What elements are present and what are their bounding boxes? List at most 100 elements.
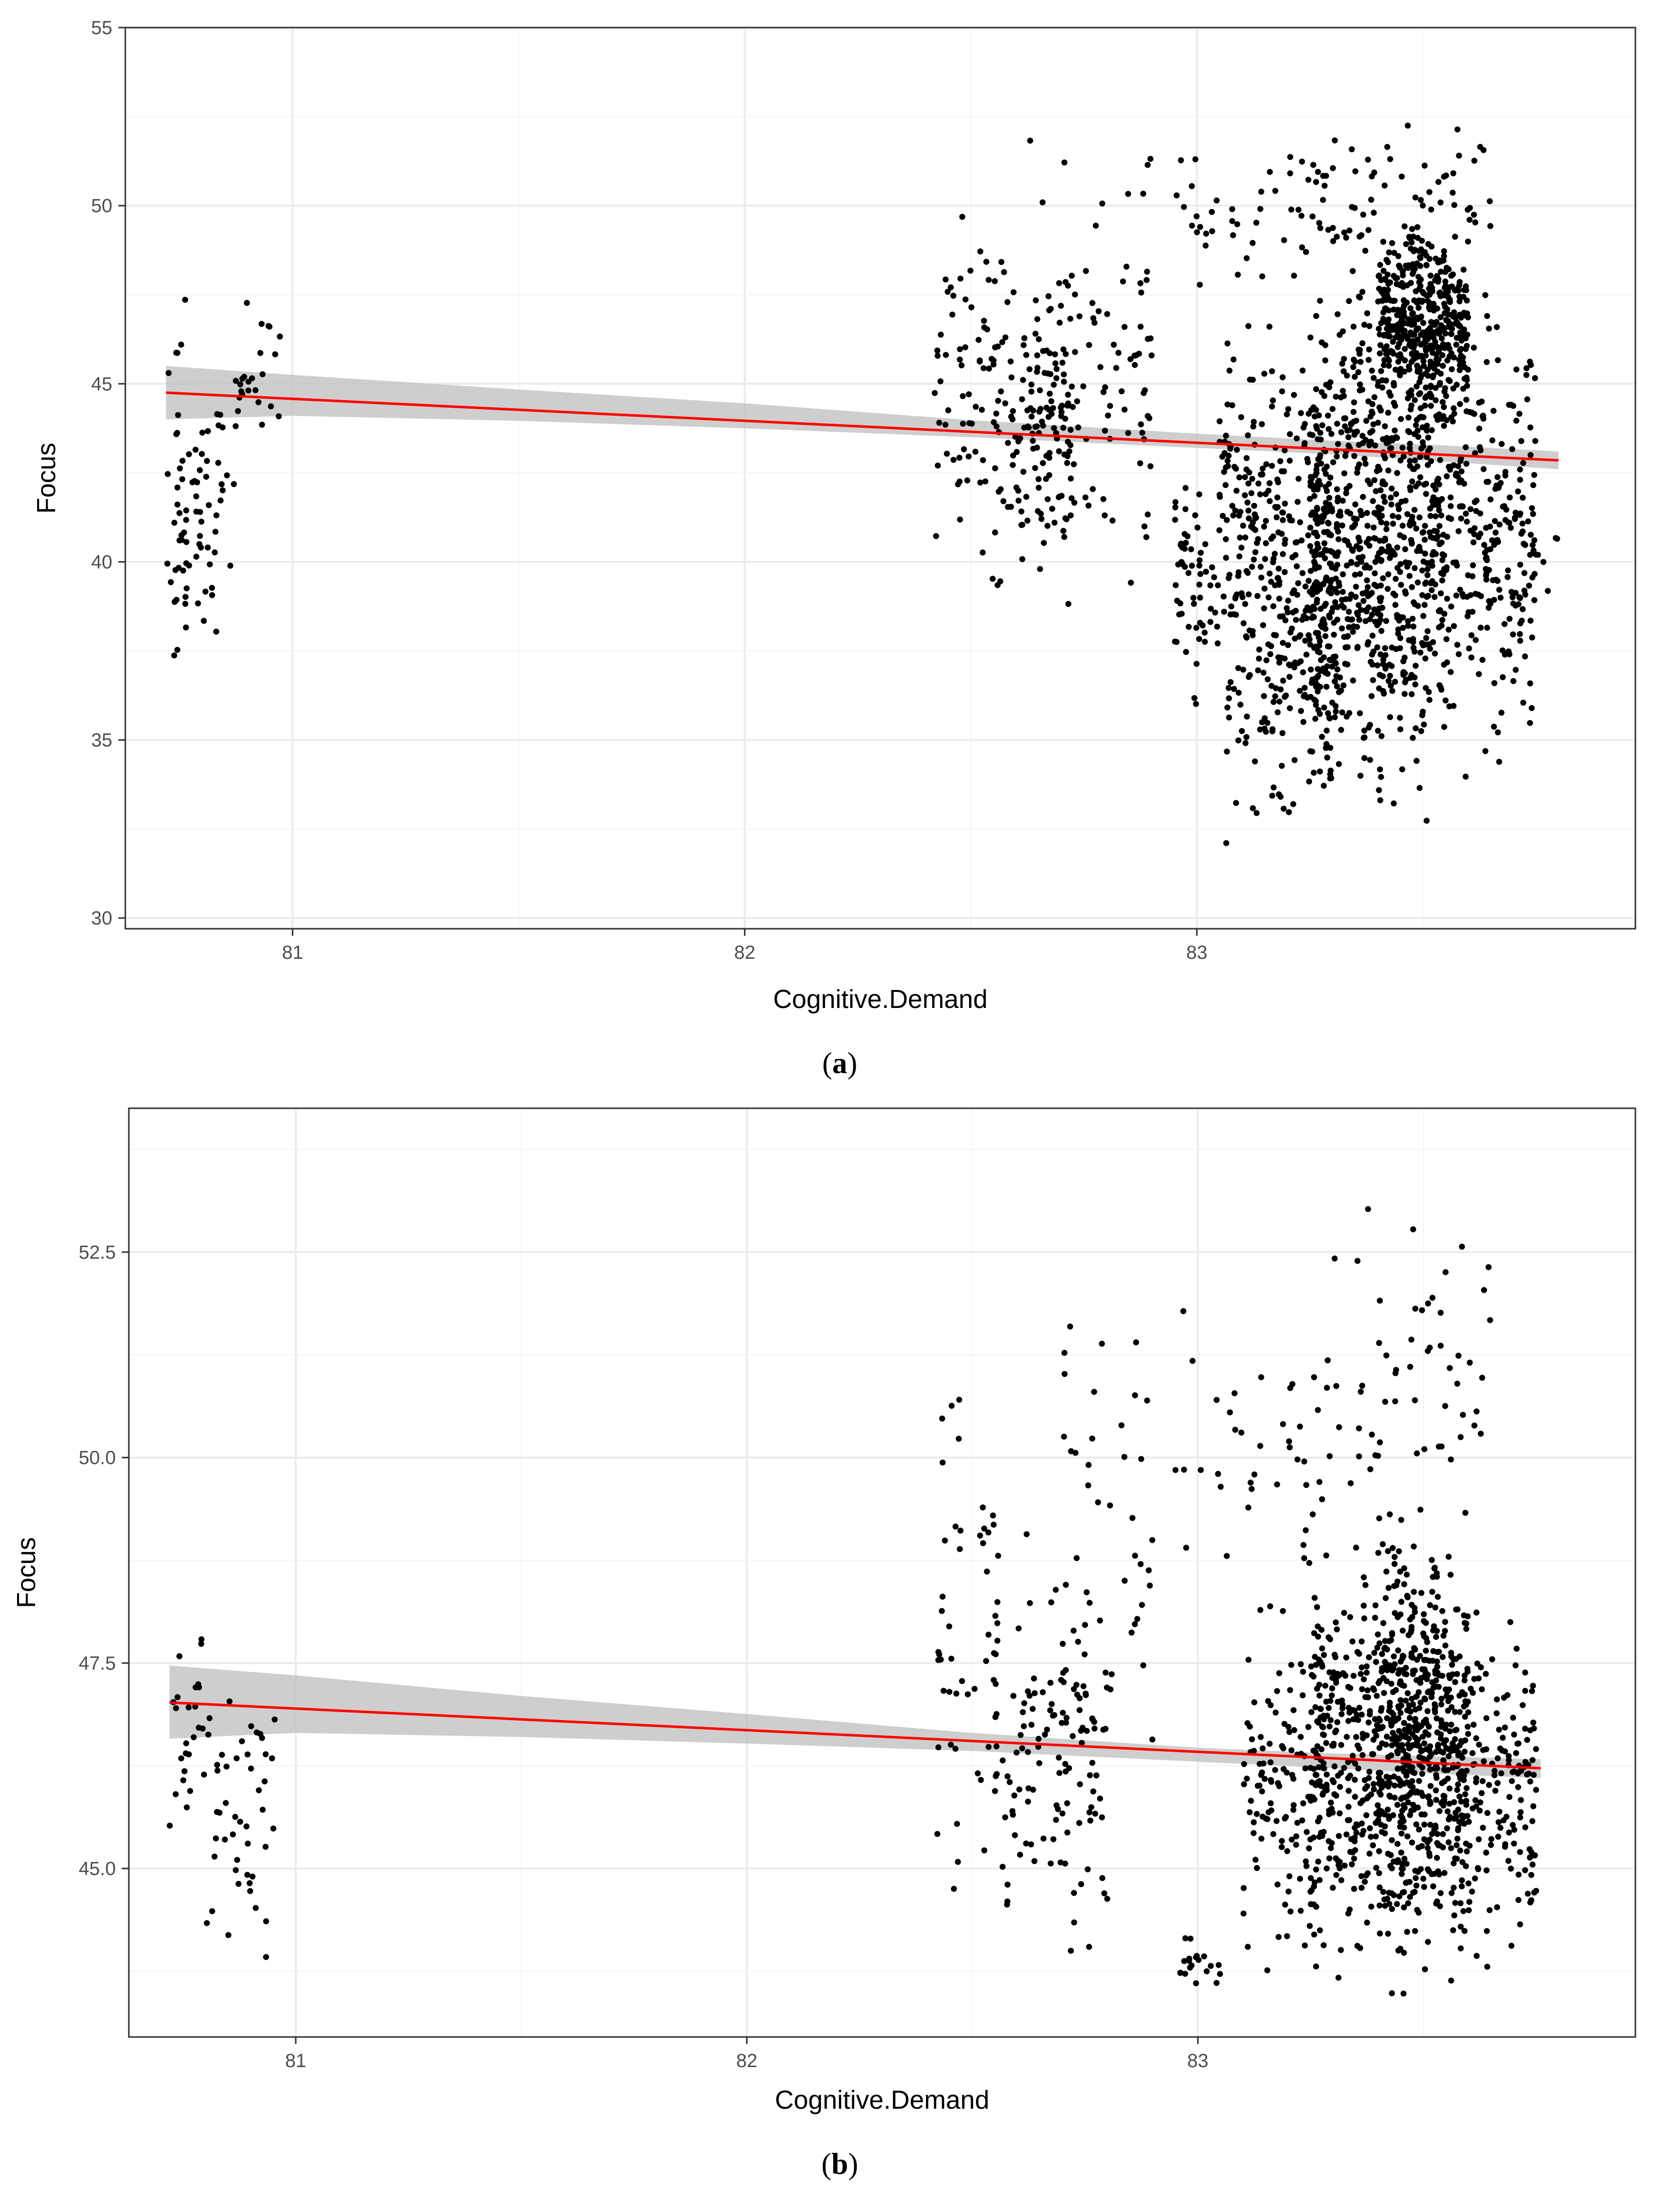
scatter-point xyxy=(1495,1780,1501,1786)
scatter-point xyxy=(1181,531,1188,537)
scatter-point xyxy=(1491,1772,1498,1778)
scatter-point xyxy=(238,388,245,395)
scatter-point xyxy=(1061,159,1068,165)
scatter-point xyxy=(1483,1867,1490,1874)
scatter-point xyxy=(1281,569,1288,575)
scatter-point xyxy=(1377,616,1384,623)
scatter-point xyxy=(1465,367,1471,373)
scatter-point xyxy=(1102,427,1108,434)
scatter-point xyxy=(209,1908,216,1915)
scatter-point xyxy=(1461,287,1467,293)
scatter-point xyxy=(1042,1731,1048,1738)
scatter-point xyxy=(1053,1817,1059,1823)
scatter-point xyxy=(1109,518,1116,524)
scatter-point xyxy=(1221,469,1227,475)
scatter-point xyxy=(1460,1908,1466,1914)
scatter-point xyxy=(1355,1765,1362,1772)
scatter-point xyxy=(1384,144,1391,150)
scatter-point xyxy=(1375,610,1381,617)
scatter-point xyxy=(233,1867,239,1874)
scatter-point xyxy=(983,259,990,265)
scatter-point xyxy=(1302,637,1309,644)
scatter-point xyxy=(980,1540,986,1547)
scatter-point xyxy=(223,1800,229,1806)
scatter-point xyxy=(1346,608,1352,615)
scatter-point xyxy=(1028,1722,1035,1728)
scatter-point xyxy=(1332,599,1339,605)
scatter-point xyxy=(1052,360,1059,367)
scatter-point xyxy=(1461,1773,1467,1779)
scatter-point xyxy=(1384,1896,1391,1902)
scatter-point xyxy=(1407,484,1413,490)
scatter-point xyxy=(1490,408,1497,414)
scatter-point xyxy=(1394,1802,1401,1808)
scatter-point xyxy=(1107,1502,1113,1508)
scatter-point xyxy=(1282,1902,1288,1908)
scatter-point xyxy=(1532,1852,1538,1858)
scatter-point xyxy=(1463,1840,1469,1847)
scatter-point xyxy=(1298,708,1304,714)
scatter-point xyxy=(1071,499,1077,506)
scatter-point xyxy=(1321,1942,1327,1948)
scatter-point xyxy=(1453,1855,1460,1862)
scatter-point xyxy=(1407,458,1413,464)
scatter-point xyxy=(1372,559,1379,565)
scatter-point xyxy=(1412,457,1418,464)
scatter-point xyxy=(1395,1613,1402,1619)
scatter-point xyxy=(1419,1771,1425,1777)
scatter-point xyxy=(1225,685,1232,691)
scatter-point xyxy=(1285,1724,1291,1730)
y-axis-title: Focus xyxy=(12,1537,41,1608)
scatter-point xyxy=(1067,427,1074,433)
scatter-point xyxy=(1414,1788,1420,1795)
scatter-point xyxy=(1115,350,1122,356)
scatter-point xyxy=(205,1732,212,1738)
scatter-point xyxy=(1425,448,1431,454)
scatter-point xyxy=(1080,383,1086,390)
scatter-point xyxy=(1398,416,1404,422)
scatter-point xyxy=(1032,330,1039,337)
scatter-point xyxy=(1449,418,1456,425)
scatter-point xyxy=(1041,540,1047,546)
scatter-point xyxy=(1300,424,1307,431)
scatter-point xyxy=(1380,291,1387,297)
scatter-point xyxy=(1350,323,1357,330)
scatter-point xyxy=(1406,573,1413,579)
scatter-point xyxy=(1138,421,1144,428)
scatter-point xyxy=(1016,1786,1023,1793)
scatter-point xyxy=(272,351,278,358)
scatter-point xyxy=(277,333,283,340)
scatter-point xyxy=(1279,1608,1286,1614)
scatter-point xyxy=(1088,1804,1094,1810)
scatter-point xyxy=(1183,540,1189,546)
scatter-point xyxy=(1057,404,1064,411)
scatter-point xyxy=(1354,644,1361,650)
confidence-band xyxy=(169,1665,1541,1778)
scatter-point xyxy=(1202,638,1208,645)
scatter-point xyxy=(1190,595,1197,601)
scatter-point xyxy=(1377,1297,1383,1304)
scatter-point xyxy=(1451,1799,1457,1805)
scatter-point xyxy=(1401,1855,1408,1862)
scatter-point xyxy=(1410,310,1416,316)
scatter-point xyxy=(1345,434,1352,440)
scatter-point xyxy=(1470,562,1476,569)
scatter-point xyxy=(1138,323,1144,330)
scatter-point xyxy=(1462,1791,1468,1797)
scatter-point xyxy=(1324,1781,1330,1788)
scatter-point xyxy=(1521,541,1527,547)
scatter-point xyxy=(1475,534,1482,541)
scatter-point xyxy=(1209,228,1215,234)
scatter-point xyxy=(1358,1389,1364,1395)
scatter-point xyxy=(1249,1736,1255,1743)
scatter-point xyxy=(1301,1942,1308,1949)
scatter-point xyxy=(1333,673,1340,680)
scatter-point xyxy=(998,388,1004,395)
scatter-point xyxy=(1397,372,1403,379)
scatter-point xyxy=(1272,693,1278,700)
scatter-point xyxy=(1496,1819,1502,1825)
scatter-point xyxy=(1313,386,1320,392)
scatter-point xyxy=(1482,550,1488,556)
scatter-point xyxy=(1460,335,1466,342)
scatter-point xyxy=(1267,1800,1274,1806)
